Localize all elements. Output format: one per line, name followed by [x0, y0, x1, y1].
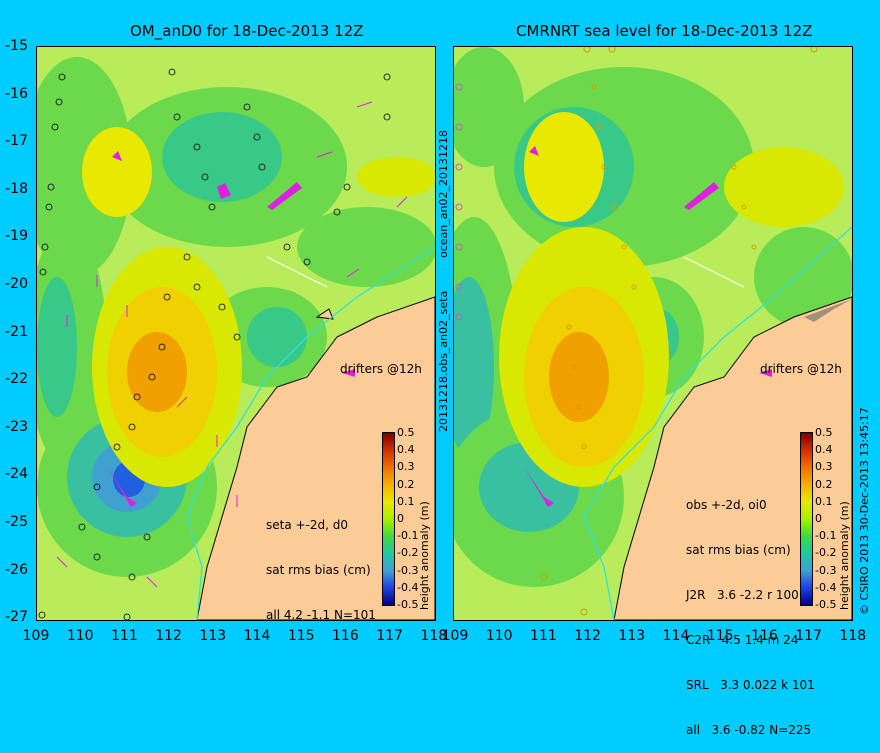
right-sea-level-map [454, 47, 852, 620]
left-stats-line3: all 4.2 -1.1 N=101 [266, 608, 376, 622]
colorbar-tick: -0.1 [815, 529, 837, 543]
colorbar-tick: -0.2 [397, 546, 419, 560]
colorbar-tick: 0.3 [815, 460, 833, 474]
longitude-tick: 117 [795, 628, 822, 644]
latitude-tick: -19 [5, 228, 28, 245]
left-map-title: OM_anD0 for 18-Dec-2013 12Z [130, 22, 364, 40]
latitude-tick: -26 [5, 561, 28, 578]
colorbar-tick: 0.5 [815, 426, 833, 439]
longitude-tick: 111 [530, 628, 557, 644]
colorbar-tick: -0.3 [815, 563, 837, 577]
copyright-label: © CSIRO 2013 30-Dec-2013 13:45:17 [858, 407, 871, 615]
right-stats-line6: all 3.6 -0.82 N=225 [686, 723, 812, 737]
longitude-tick: 115 [287, 628, 315, 644]
longitude-tick: 109 [441, 628, 469, 644]
longitude-tick: 118 [839, 628, 867, 644]
longitude-tick: 112 [155, 628, 182, 644]
colorbar-tick: 0.5 [397, 426, 415, 439]
longitude-tick: 115 [706, 628, 734, 644]
latitude-tick: -23 [5, 418, 28, 435]
longitude-tick: 116 [332, 628, 359, 644]
left-sea-level-map [37, 47, 435, 620]
latitude-tick: -21 [5, 323, 28, 340]
longitude-tick: 118 [420, 628, 448, 644]
latitude-tick: -18 [5, 180, 28, 197]
latitude-tick: -24 [5, 466, 28, 483]
right-colorbar-label: height anomaly (m) [838, 501, 851, 610]
longitude-tick: 117 [376, 628, 403, 644]
latitude-tick: -27 [5, 609, 28, 626]
colorbar-tick: -0.1 [397, 529, 419, 543]
longitude-tick: 111 [111, 628, 138, 644]
colorbar-tick: -0.5 [397, 598, 419, 611]
colorbar-tick: 0.1 [397, 494, 415, 508]
longitude-tick: 113 [618, 628, 646, 644]
colorbar-tick: 0.4 [815, 443, 833, 457]
right-stats-line3: J2R 3.6 -2.2 r 100 [686, 588, 799, 602]
longitude-tick: 110 [66, 628, 94, 644]
left-stats-line2: sat rms bias (cm) [266, 563, 371, 577]
right-stats-box: obs +-2d, oi0 sat rms bias (cm) J2R 3.6 … [686, 468, 815, 753]
ocean-run-label: ocean_an02_20131218 [437, 130, 450, 258]
left-stats-box: seta +-2d, d0 sat rms bias (cm) all 4.2 … [266, 488, 376, 638]
colorbar-tick: 0.2 [397, 477, 415, 491]
right-stats-line1: obs +-2d, oi0 [686, 498, 767, 512]
longitude-tick: 116 [751, 628, 778, 644]
latitude-tick: -25 [5, 514, 28, 530]
longitude-tick: 109 [22, 628, 50, 644]
run-id-label: 20131218.obs_an02_seta [437, 290, 450, 432]
right-stats-line2: sat rms bias (cm) [686, 543, 791, 557]
longitude-tick: 110 [485, 628, 513, 644]
left-map-panel[interactable] [36, 46, 436, 621]
colorbar-tick: 0 [397, 512, 404, 525]
colorbar-tick: -0.5 [815, 598, 837, 611]
drifters-label-left: drifters @12h [340, 362, 422, 376]
left-colorbar [382, 432, 395, 606]
latitude-tick: -15 [5, 38, 28, 54]
colorbar-tick: -0.3 [397, 563, 419, 577]
right-map-title: CMRNRT sea level for 18-Dec-2013 12Z [516, 22, 813, 40]
longitude-tick: 112 [574, 628, 601, 644]
colorbar-tick: 0.2 [815, 477, 833, 491]
right-colorbar [800, 432, 813, 606]
drifters-label-right: drifters @12h [760, 362, 842, 376]
latitude-tick: -17 [5, 133, 28, 150]
colorbar-tick: 0.1 [815, 494, 833, 508]
colorbar-tick: -0.4 [815, 580, 837, 594]
colorbar-tick: -0.4 [397, 580, 419, 594]
right-stats-line4: C2R 4.5 1.4 m 24 [686, 633, 799, 647]
longitude-tick: 114 [243, 628, 271, 644]
latitude-tick: -16 [5, 85, 28, 102]
longitude-tick: 113 [199, 628, 227, 644]
latitude-tick: -20 [5, 276, 28, 292]
colorbar-tick: -0.2 [815, 546, 837, 560]
longitude-tick: 114 [662, 628, 690, 644]
right-stats-line5: SRL 3.3 0.022 k 101 [686, 678, 815, 692]
right-map-panel[interactable] [453, 46, 853, 621]
colorbar-tick: 0.3 [397, 460, 415, 474]
latitude-tick: -22 [5, 371, 28, 388]
left-stats-line1: seta +-2d, d0 [266, 518, 349, 532]
colorbar-tick: 0 [815, 512, 822, 525]
left-colorbar-label: height anomaly (m) [418, 501, 431, 610]
colorbar-tick: 0.4 [397, 443, 415, 457]
